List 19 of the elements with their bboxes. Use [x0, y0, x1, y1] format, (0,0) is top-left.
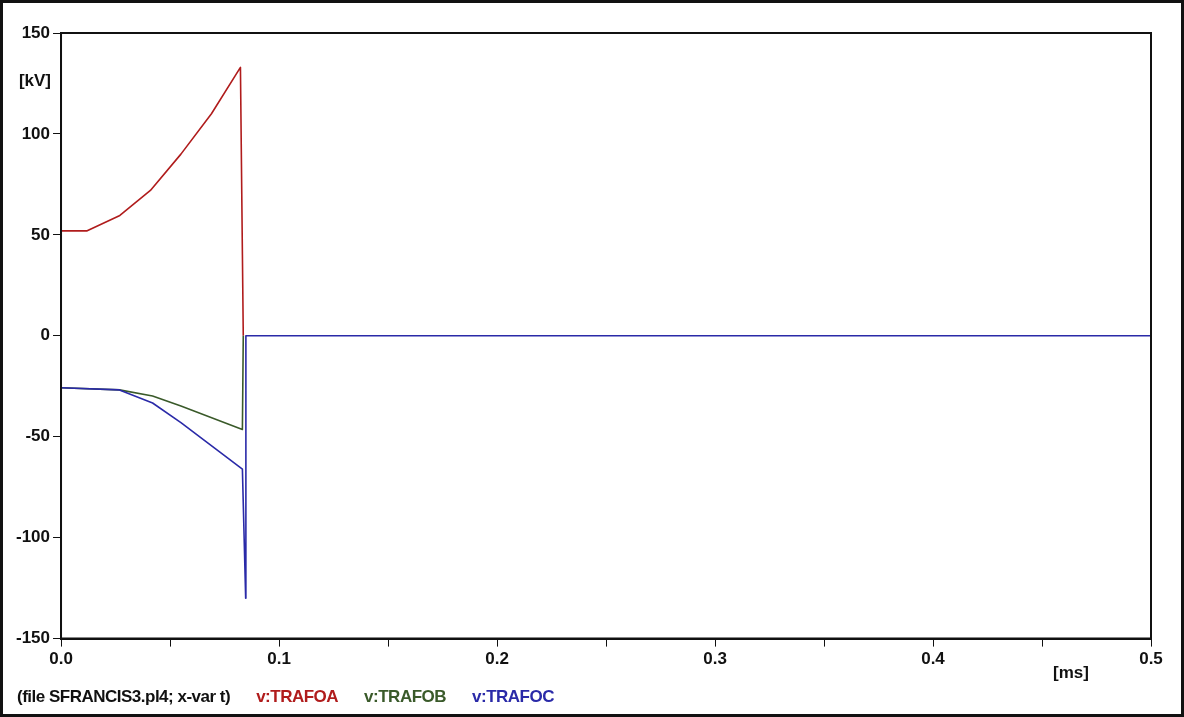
y-tick-label: 0 [40, 325, 51, 345]
text: v:TRAFOA [256, 687, 339, 706]
y-tick-label: -150 [15, 628, 51, 648]
x-tick-label: 0.0 [49, 649, 73, 669]
x-tick-label: 0.5 [1139, 649, 1163, 669]
x-tick-label: 0.3 [703, 649, 727, 669]
x-axis-title: [ms] [1053, 662, 1089, 682]
y-tick-label: 50 [31, 224, 51, 244]
text: v:TRAFOB [364, 687, 447, 706]
y-tick-label: 100 [21, 123, 51, 143]
x-tick-label: 0.2 [485, 649, 509, 669]
y-tick-label: -50 [25, 426, 51, 446]
x-tick-label: 0.4 [921, 649, 946, 669]
y-axis-title: [kV] [18, 70, 52, 90]
text: (file SFRANCIS3.pl4; x-var t) [17, 687, 231, 706]
y-tick-label: -100 [15, 527, 51, 547]
x-tick-label: 0.1 [267, 649, 291, 669]
y-tick-label: 150 [21, 22, 51, 42]
text: v:TRAFOC [472, 687, 555, 706]
